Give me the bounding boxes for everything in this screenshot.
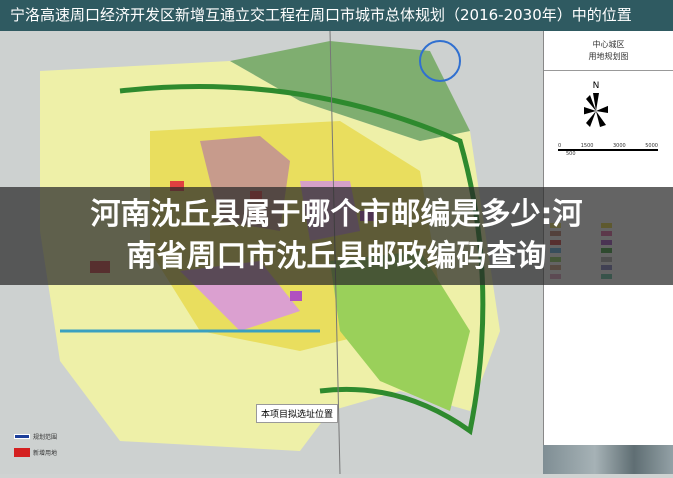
legend-heading-2: 用地规划图 (588, 52, 629, 61)
project-location-callout: 本项目拟选址位置 (256, 404, 339, 423)
scale-bar: 0 1500 3000 5000 500 (558, 143, 658, 157)
headline-line-2: 南省周口市沈丘县邮政编码查询 (126, 239, 547, 274)
headline: 河南沈丘县属于哪个市邮编是多少:河 南省周口市沈丘县邮政编码查询 (0, 194, 673, 278)
scale-label: 0 (558, 143, 562, 149)
headline-banner (0, 187, 673, 285)
scale-label: 1500 (580, 143, 594, 149)
green-zone (230, 41, 470, 141)
legend-label: 新增用地 (33, 450, 58, 457)
scale-label: 5000 (645, 143, 658, 149)
legend-label: 规划范围 (33, 434, 58, 441)
legend-heading-1: 中心城区 (592, 40, 625, 49)
boundary-swatch (14, 434, 30, 439)
scale-label: 3000 (612, 143, 626, 149)
pixelated-watermark (543, 445, 673, 474)
north-arrow-icon: N (582, 81, 610, 134)
north-label: N (592, 81, 600, 91)
map-title: 宁洛高速周口经济开发区新增互通立交工程在周口市城市总体规划（2016-2030年… (0, 0, 673, 31)
new-land-swatch (14, 448, 30, 457)
scale-label: 500 (566, 151, 576, 157)
headline-line-1: 河南沈丘县属于哪个市邮编是多少:河 (90, 197, 583, 232)
map-legend: 规划范围 新增用地 (14, 432, 57, 464)
